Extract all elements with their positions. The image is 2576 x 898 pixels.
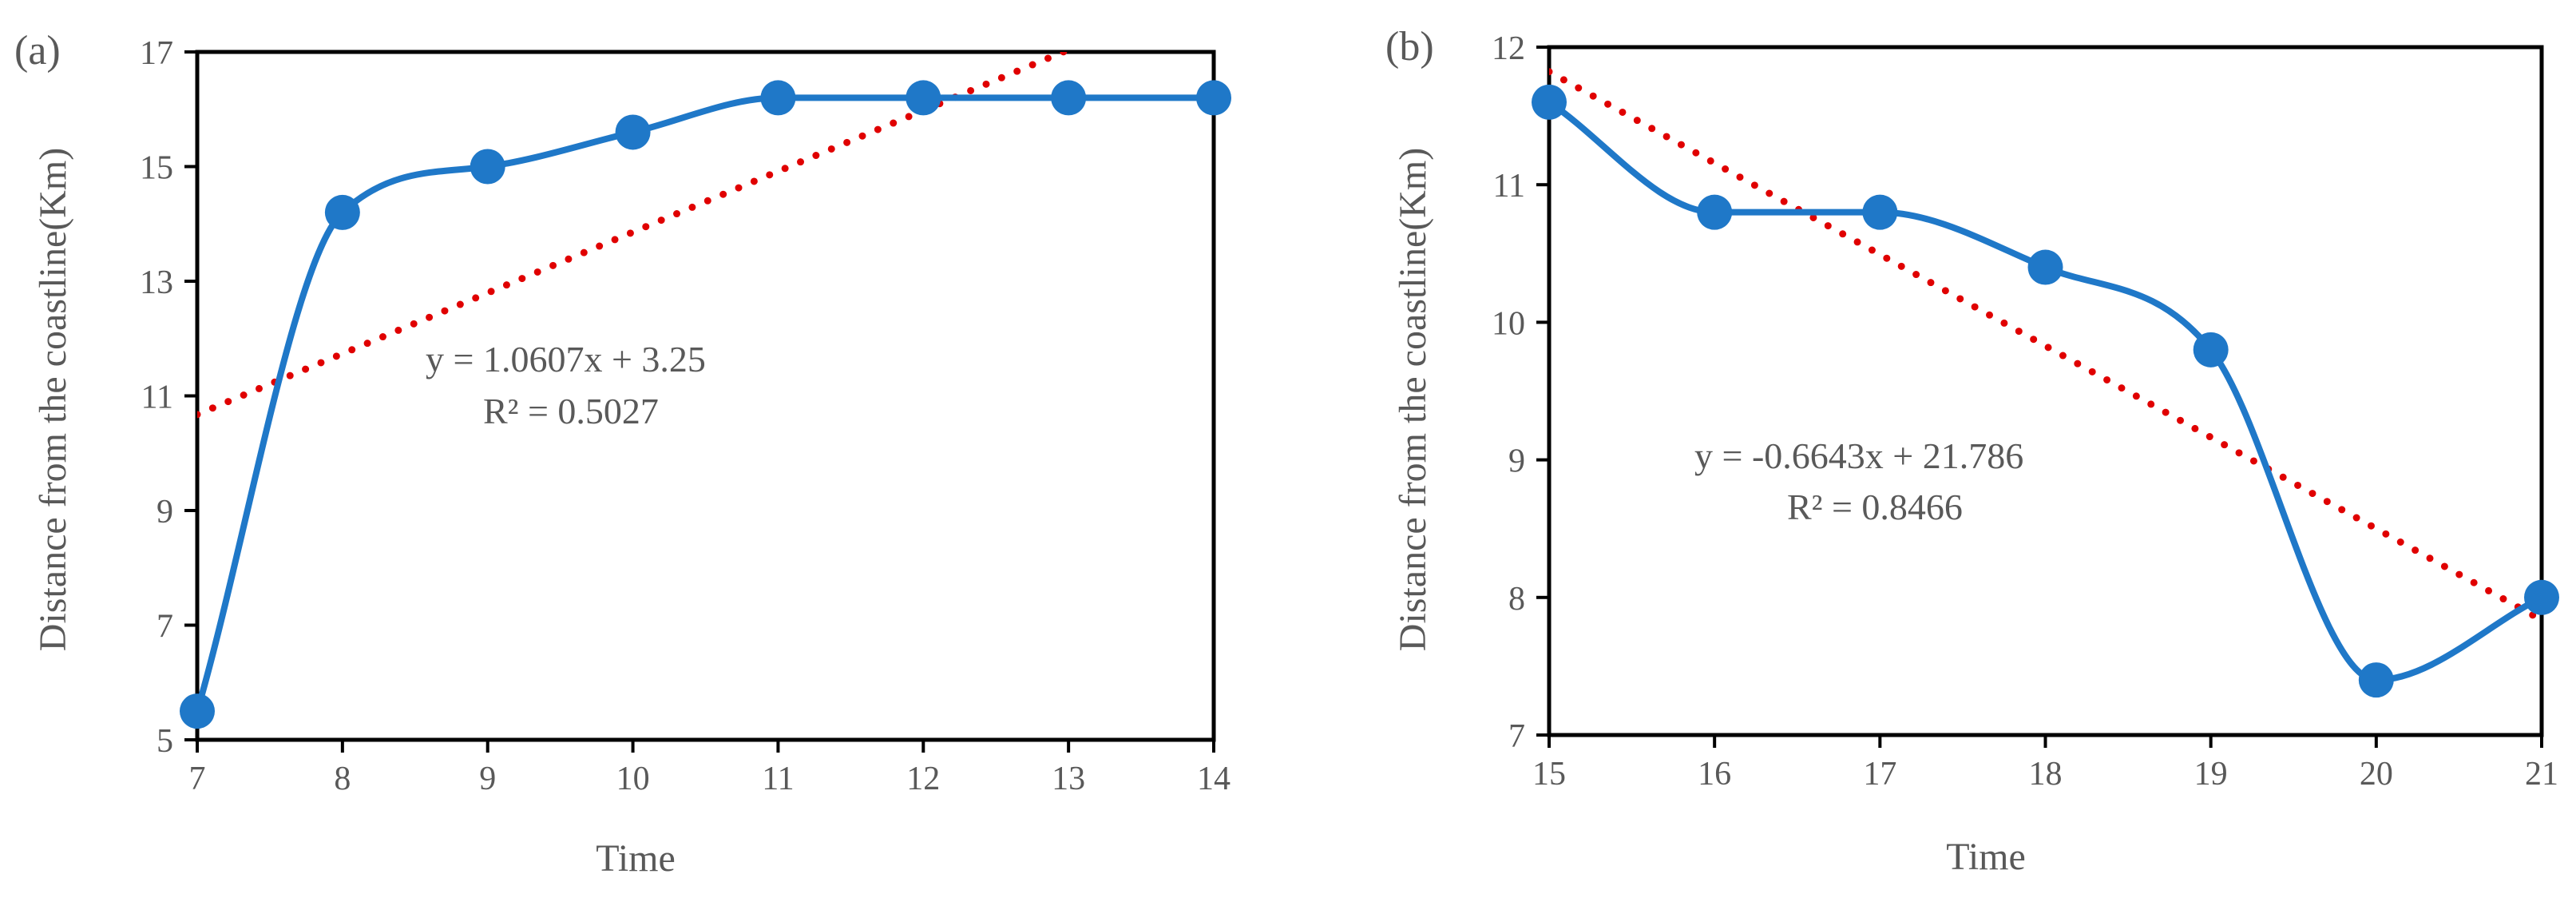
chart-a-x-tick-label: 11: [762, 761, 794, 797]
chart-a: (a) y = 1.0607x + 3.25 R² = 0.5027 Time …: [14, 28, 1231, 880]
chart-b-data-point: [2027, 249, 2063, 285]
chart-a-data-point: [1051, 80, 1087, 116]
chart-b-data-point: [2524, 579, 2559, 615]
chart-b-x-tick-label: 21: [2525, 756, 2558, 793]
chart-b: (b) y = -0.6643x + 21.786 R² = 0.8466 Ti…: [1385, 24, 2559, 878]
chart-a-panel-label: (a): [14, 28, 61, 74]
chart-a-y-axis-title: Distance from the coastline(Km): [32, 148, 74, 651]
chart-a-plot-frame: [195, 50, 1216, 742]
chart-a-x-tick-label: 10: [616, 761, 650, 797]
chart-b-trendline-equation: y = -0.6643x + 21.786: [1694, 435, 2023, 476]
chart-b-y-tick-label: 9: [1508, 443, 1525, 480]
chart-a-x-tick-label: 12: [906, 761, 940, 797]
chart-a-trendline: [197, 52, 1073, 419]
chart-a-x-tick-label: 7: [189, 761, 206, 797]
chart-b-y-tick-label: 11: [1493, 168, 1525, 205]
chart-a-data-point: [324, 194, 360, 230]
chart-a-x-tick-label: 14: [1197, 761, 1231, 797]
chart-b-x-tick-label: 15: [1532, 756, 1566, 793]
chart-b-plot: 15 16 17 18 19 20 21 7 8 9 10 11 12: [1492, 30, 2559, 793]
chart-a-y-tick-label: 15: [140, 150, 173, 187]
chart-b-x-tick-label: 18: [2029, 756, 2063, 793]
chart-a-x-axis-title: Time: [596, 837, 676, 880]
chart-b-trendline: [1549, 68, 2542, 624]
chart-a-y-tick-label: 11: [141, 379, 173, 416]
chart-b-y-tick-label: 12: [1492, 30, 1525, 67]
chart-b-y-tick-label: 7: [1508, 718, 1525, 755]
chart-a-y-tick-label: 9: [157, 494, 173, 530]
chart-b-data-point: [1532, 84, 1567, 120]
chart-b-x-tick-label: 20: [2360, 756, 2393, 793]
chart-b-data-point: [1862, 194, 1898, 230]
chart-b-data-point: [1697, 194, 1733, 230]
chart-b-y-tick-label: 8: [1508, 581, 1525, 618]
chart-b-data-point: [2358, 662, 2394, 698]
chart-a-trendline-r-squared: R² = 0.5027: [483, 391, 659, 431]
chart-a-data-point: [470, 149, 505, 185]
chart-b-x-tick-label: 17: [1863, 756, 1896, 793]
chart-b-series-line: [1547, 99, 2543, 684]
chart-b-x-axis-title: Time: [1946, 836, 2026, 878]
chart-b-y-axis-title: Distance from the coastline(Km): [1392, 148, 1434, 651]
chart-a-y-tick-label: 7: [157, 609, 173, 646]
chart-a-data-point: [906, 80, 941, 116]
chart-a-x-tick-label: 9: [479, 761, 496, 797]
chart-a-data-point: [1196, 80, 1231, 116]
chart-a-trendline-equation: y = 1.0607x + 3.25: [426, 339, 706, 379]
chart-a-data-point: [180, 693, 215, 729]
chart-b-x-tick-label: 16: [1698, 756, 1731, 793]
chart-a-series-line: [194, 94, 1214, 713]
chart-a-x-tick-label: 8: [334, 761, 351, 797]
chart-b-data-point: [2193, 332, 2229, 368]
chart-a-y-tick-label: 13: [140, 264, 173, 301]
chart-a-x-tick-label: 13: [1052, 761, 1085, 797]
chart-a-y-tick-label: 17: [140, 35, 173, 72]
chart-b-trendline-r-squared: R² = 0.8466: [1787, 487, 1963, 527]
chart-a-data-point: [615, 114, 651, 150]
chart-b-x-tick-label: 19: [2194, 756, 2228, 793]
chart-b-y-tick-label: 10: [1492, 305, 1525, 342]
chart-a-data-point: [760, 80, 796, 116]
chart-a-y-tick-label: 5: [157, 723, 173, 760]
chart-b-panel-label: (b): [1385, 24, 1434, 70]
